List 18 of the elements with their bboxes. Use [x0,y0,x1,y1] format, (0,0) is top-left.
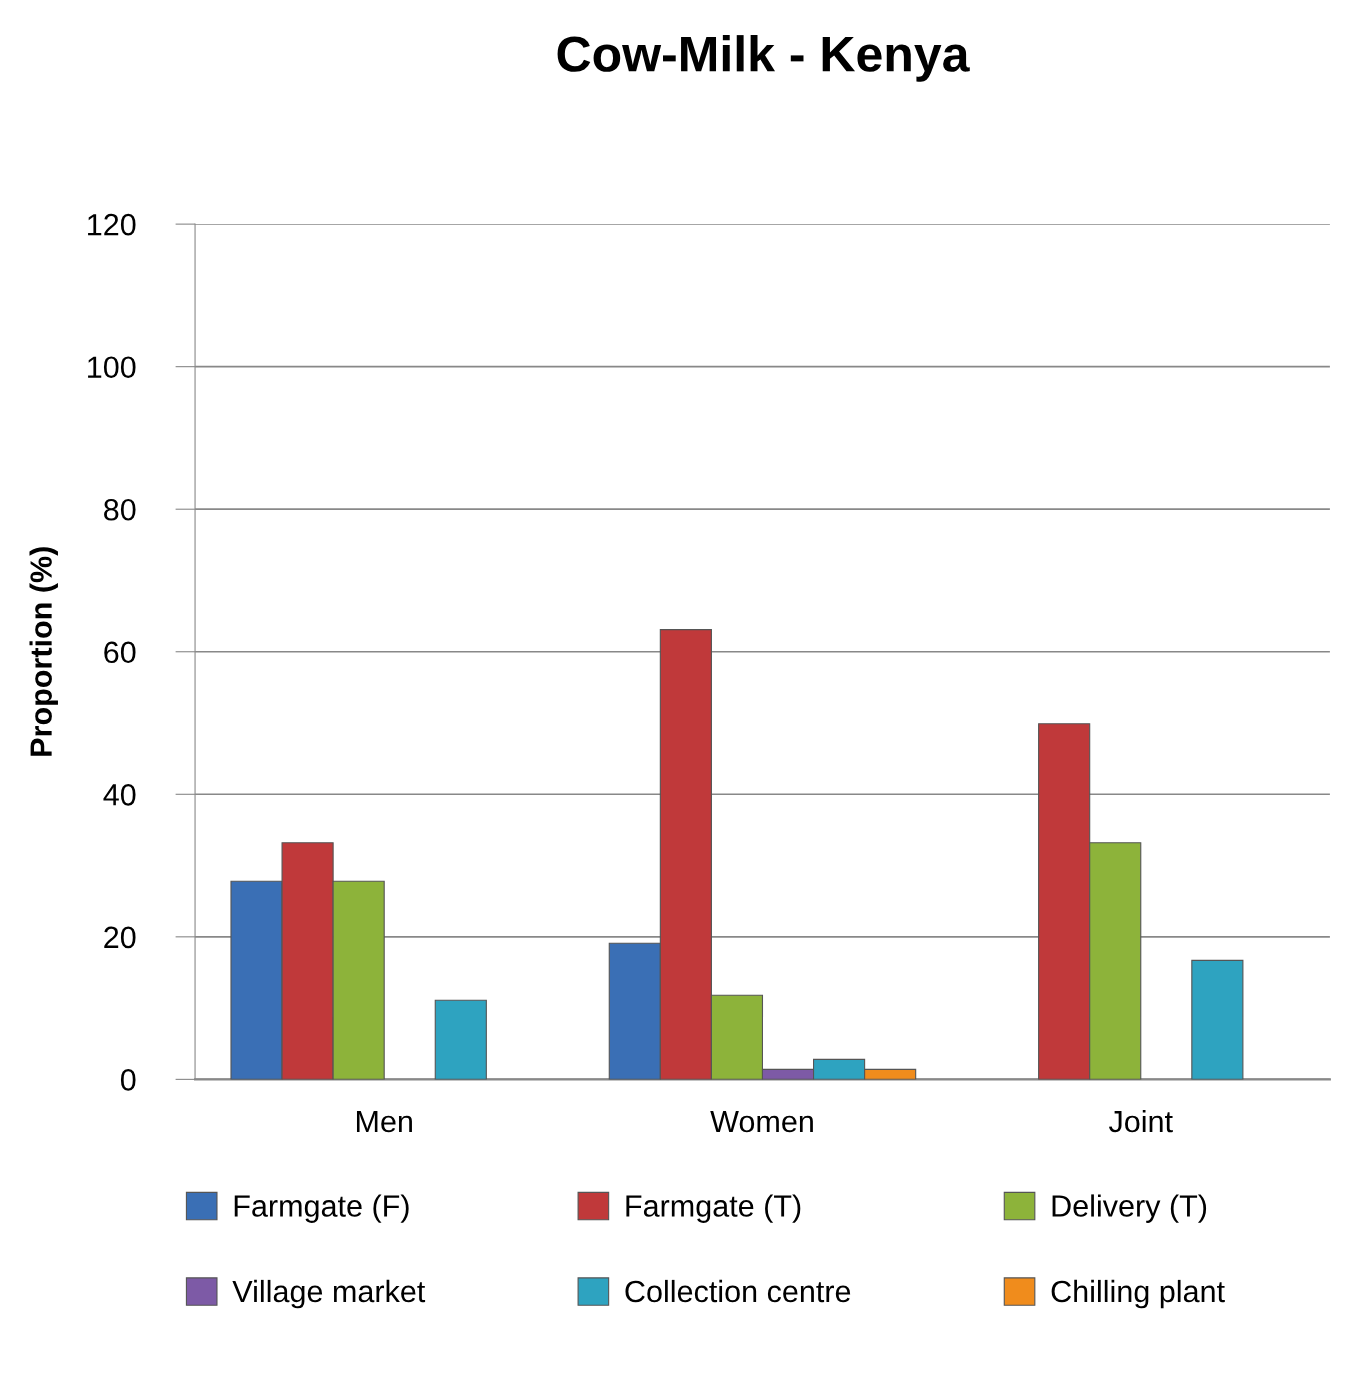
legend-label: Delivery (T) [1052,1194,1207,1223]
y-tick-label: 120 [88,213,136,236]
y-tick-label: 80 [104,498,136,521]
y-tick-label: 0 [120,1069,136,1091]
x-tick-label: Joint [1108,1109,1173,1133]
y-tick-label: 20 [104,926,136,949]
legend-label: Farmgate (F) [234,1194,409,1223]
legend-label: Farmgate (T) [626,1194,801,1223]
y-axis-title: Proportion (%) [29,547,58,756]
x-tick-label: Women [710,1111,813,1133]
y-tick-label: 100 [88,356,136,379]
chart-title: Cow-Milk - Kenya [557,35,970,82]
legend-label: Village market [232,1279,426,1309]
y-tick-label: 60 [104,641,136,664]
legend-label: Collection centre [625,1279,851,1303]
x-tick-label: Men [356,1111,412,1133]
y-tick-label: 40 [103,784,136,806]
legend-label: Chilling plant [1051,1279,1225,1309]
